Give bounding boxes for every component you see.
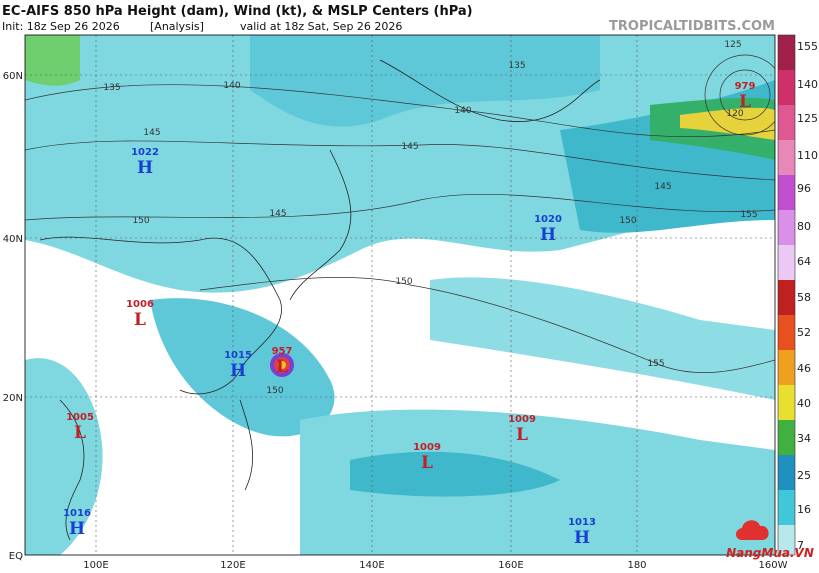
center-value: 1009 <box>413 442 441 453</box>
logo: NangMua.VN <box>726 546 814 560</box>
lon-label: 160W <box>759 560 788 571</box>
contour-label: 135 <box>508 61 525 71</box>
lon-label: 160E <box>498 560 523 571</box>
contour-label: 150 <box>132 216 149 226</box>
center-letter: H <box>574 528 590 548</box>
center-value: 1020 <box>534 214 562 225</box>
center-value: 1015 <box>224 350 252 361</box>
contour-label: 135 <box>103 83 120 93</box>
contour-label: 145 <box>654 182 671 192</box>
center-value: 957 <box>272 346 293 357</box>
colorbar-tick-label: 80 <box>797 220 811 233</box>
lat-label: 60N <box>3 71 23 82</box>
lon-label: 180 <box>627 560 646 571</box>
colorbar-tick-label: 52 <box>797 326 811 339</box>
center-value: 1005 <box>66 412 94 423</box>
contour-label: 150 <box>266 386 283 396</box>
contour-label: 150 <box>395 277 412 287</box>
init-time: Init: 18z Sep 26 2026 <box>2 20 120 33</box>
center-letter: L <box>739 92 751 112</box>
center-value: 1022 <box>131 147 159 158</box>
center-letter: L <box>516 425 528 445</box>
colorbar-tick-label: 40 <box>797 397 811 410</box>
contour-label: 140 <box>454 106 471 116</box>
center-value: 1013 <box>568 517 596 528</box>
map-area <box>25 35 775 555</box>
contour-label: 155 <box>647 359 664 369</box>
center-value: 1009 <box>508 414 536 425</box>
colorbar-tick-label: 64 <box>797 255 811 268</box>
colorbar-tick-label: 34 <box>797 432 811 445</box>
colorbar-tick-label: 125 <box>797 112 818 125</box>
center-value: 1006 <box>126 299 154 310</box>
contour-label: 145 <box>143 128 160 138</box>
analysis-tag: [Analysis] <box>150 20 204 33</box>
center-letter: L <box>421 453 433 473</box>
colorbar-tick-label: 46 <box>797 362 811 375</box>
center-value: 1016 <box>63 508 91 519</box>
lon-label: 120E <box>220 560 245 571</box>
center-letter: H <box>69 519 85 539</box>
colorbar-tick-label: 58 <box>797 291 811 304</box>
center-value: 979 <box>735 81 756 92</box>
contour-label: 145 <box>269 209 286 219</box>
colorbar-tick-label: 155 <box>797 40 818 53</box>
valid-time: valid at 18z Sat, Sep 26 2026 <box>240 20 402 33</box>
contour-label: 150 <box>619 216 636 226</box>
center-letter: H <box>137 158 153 178</box>
colorbar <box>777 34 796 556</box>
colorbar-tick-label: 7 <box>797 539 804 552</box>
colorbar-tick-label: 25 <box>797 469 811 482</box>
colorbar-tick-label: 140 <box>797 78 818 91</box>
title: EC-AIFS 850 hPa Height (dam), Wind (kt),… <box>2 4 473 19</box>
lat-label: 20N <box>3 393 23 404</box>
center-letter: L <box>276 357 288 377</box>
lon-label: 100E <box>83 560 108 571</box>
lon-label: 140E <box>359 560 384 571</box>
center-letter: H <box>540 225 556 245</box>
contour-label: 120 <box>726 109 743 119</box>
contour-label: 145 <box>401 142 418 152</box>
center-letter: H <box>230 361 246 381</box>
colorbar-tick-label: 96 <box>797 182 811 195</box>
lat-label: EQ <box>9 551 23 562</box>
contour-label: 125 <box>724 40 741 50</box>
contour-label: 155 <box>740 210 757 220</box>
watermark: TROPICALTIDBITS.COM <box>609 19 775 34</box>
colorbar-tick-label: 16 <box>797 503 811 516</box>
lat-label: 40N <box>3 234 23 245</box>
contour-label: 140 <box>223 81 240 91</box>
center-letter: L <box>134 310 146 330</box>
center-letter: L <box>74 423 86 443</box>
colorbar-tick-label: 110 <box>797 149 818 162</box>
